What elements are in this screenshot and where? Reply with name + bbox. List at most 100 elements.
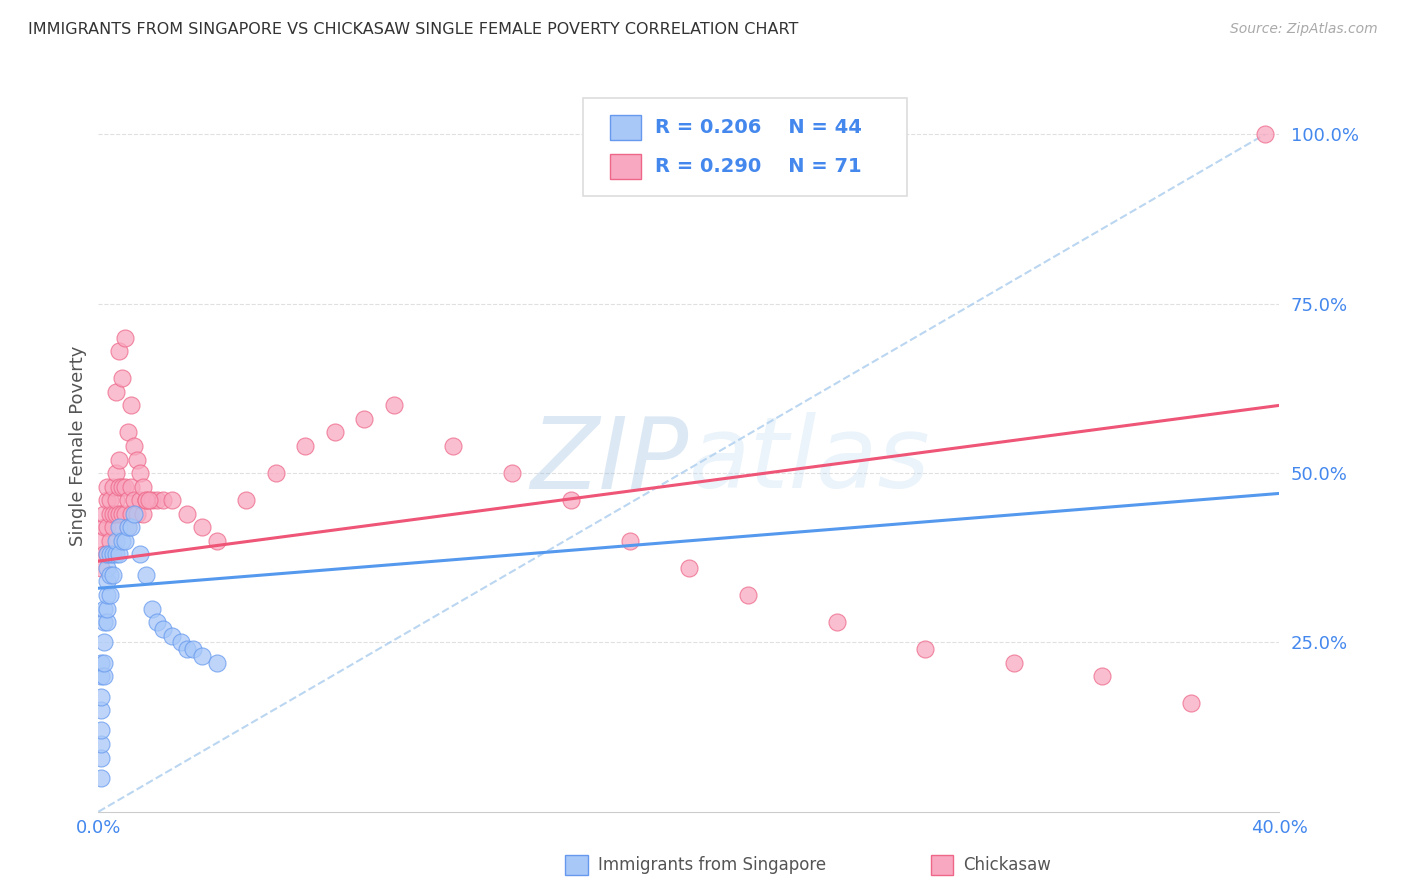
Point <box>96 561 118 575</box>
Point <box>122 439 145 453</box>
Point <box>117 520 139 534</box>
Point <box>678 561 700 575</box>
Point <box>96 520 118 534</box>
Text: R = 0.206    N = 44: R = 0.206 N = 44 <box>655 118 862 137</box>
Point <box>146 615 169 629</box>
Point <box>105 466 128 480</box>
Point <box>93 635 115 649</box>
Point <box>96 588 118 602</box>
Point <box>111 533 134 548</box>
Point <box>191 520 214 534</box>
Point <box>122 507 145 521</box>
Text: Chickasaw: Chickasaw <box>963 856 1052 874</box>
Point <box>108 547 131 561</box>
Point <box>96 601 118 615</box>
Point <box>96 547 118 561</box>
Point <box>128 547 150 561</box>
Point <box>117 520 139 534</box>
Point <box>141 601 163 615</box>
Point <box>93 547 115 561</box>
Point <box>93 507 115 521</box>
Point <box>105 533 128 548</box>
Point <box>114 533 136 548</box>
Point <box>191 648 214 663</box>
Point <box>1002 656 1025 670</box>
Point <box>1254 128 1277 142</box>
Point <box>90 750 112 764</box>
Point <box>103 507 125 521</box>
Point <box>120 480 142 494</box>
Point <box>560 493 582 508</box>
Point <box>93 520 115 534</box>
Point <box>162 629 183 643</box>
Point <box>114 480 136 494</box>
Point <box>205 656 228 670</box>
Point <box>98 507 121 521</box>
Point <box>103 547 125 561</box>
Point <box>737 588 759 602</box>
Point <box>103 480 125 494</box>
Point <box>90 723 112 738</box>
Point <box>111 507 134 521</box>
Point <box>108 344 131 359</box>
Point <box>914 642 936 657</box>
Point <box>264 466 287 480</box>
Point <box>108 452 131 467</box>
Point <box>294 439 316 453</box>
Point <box>120 507 142 521</box>
Point <box>382 398 405 412</box>
Point <box>93 601 115 615</box>
Point <box>125 452 148 467</box>
Point <box>108 520 131 534</box>
Point <box>501 466 523 480</box>
Point <box>125 507 148 521</box>
Point <box>105 507 128 521</box>
Text: Source: ZipAtlas.com: Source: ZipAtlas.com <box>1230 22 1378 37</box>
Text: IMMIGRANTS FROM SINGAPORE VS CHICKASAW SINGLE FEMALE POVERTY CORRELATION CHART: IMMIGRANTS FROM SINGAPORE VS CHICKASAW S… <box>28 22 799 37</box>
Point <box>96 480 118 494</box>
Point <box>90 561 112 575</box>
Point <box>323 425 346 440</box>
Point <box>93 615 115 629</box>
Point <box>98 493 121 508</box>
Point <box>90 703 112 717</box>
Point <box>108 480 131 494</box>
Text: atlas: atlas <box>689 412 931 509</box>
Point <box>98 567 121 582</box>
Point <box>135 493 157 508</box>
Point <box>90 737 112 751</box>
Point <box>122 493 145 508</box>
Point <box>353 412 375 426</box>
Point <box>98 588 121 602</box>
Point <box>98 533 121 548</box>
Text: R = 0.290    N = 71: R = 0.290 N = 71 <box>655 157 862 177</box>
Point <box>96 574 118 589</box>
Point <box>235 493 257 508</box>
Point <box>132 507 155 521</box>
Point <box>90 771 112 785</box>
Point <box>111 480 134 494</box>
Point <box>825 615 848 629</box>
Point <box>152 622 174 636</box>
Point <box>96 547 118 561</box>
Point <box>117 425 139 440</box>
Point <box>103 520 125 534</box>
Point <box>128 466 150 480</box>
Point <box>105 493 128 508</box>
Point <box>181 642 204 657</box>
Point <box>138 493 160 508</box>
Point <box>105 384 128 399</box>
Point <box>105 547 128 561</box>
Point <box>90 533 112 548</box>
Point <box>205 533 228 548</box>
Point <box>152 493 174 508</box>
Point <box>90 690 112 704</box>
Point <box>141 493 163 508</box>
Point <box>619 533 641 548</box>
Point <box>441 439 464 453</box>
Point <box>93 669 115 683</box>
Point <box>135 567 157 582</box>
Point <box>1091 669 1114 683</box>
Y-axis label: Single Female Poverty: Single Female Poverty <box>69 346 87 546</box>
Point <box>135 493 157 508</box>
